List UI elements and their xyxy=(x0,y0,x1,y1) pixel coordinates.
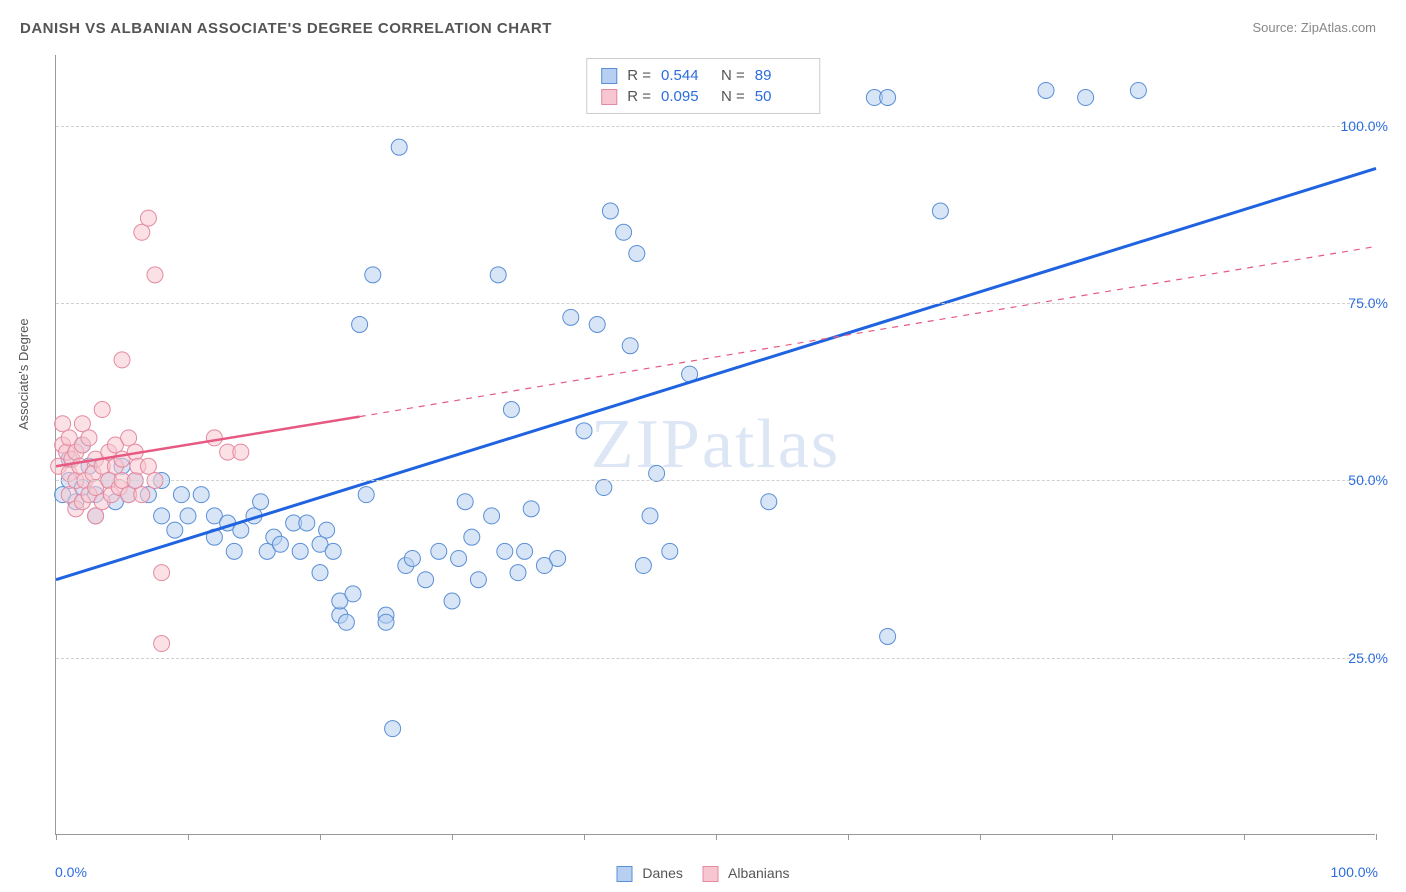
y-tick-label: 50.0% xyxy=(1348,472,1388,488)
y-axis-label: Associate's Degree xyxy=(16,318,31,430)
y-gridline xyxy=(56,126,1375,127)
stats-n-label: N = xyxy=(721,67,745,84)
stats-legend: R = 0.544 N = 89 R = 0.095 N = 50 xyxy=(586,58,820,114)
x-tick xyxy=(584,834,585,840)
stats-r-label: R = xyxy=(627,67,651,84)
legend-label-albanians: Albanians xyxy=(728,865,790,881)
swatch-albanians-icon xyxy=(601,89,617,105)
x-tick xyxy=(716,834,717,840)
y-tick-label: 25.0% xyxy=(1348,650,1388,666)
legend-label-danes: Danes xyxy=(642,865,682,881)
x-tick xyxy=(320,834,321,840)
stats-r-danes: 0.544 xyxy=(661,67,711,84)
y-gridline xyxy=(56,658,1375,659)
stats-n-danes: 89 xyxy=(755,67,805,84)
stats-row-danes: R = 0.544 N = 89 xyxy=(601,65,805,86)
swatch-danes-icon xyxy=(617,866,633,882)
x-tick xyxy=(848,834,849,840)
stats-n-albanians: 50 xyxy=(755,88,805,105)
y-tick-label: 75.0% xyxy=(1348,295,1388,311)
x-tick xyxy=(56,834,57,840)
swatch-albanians-icon xyxy=(703,866,719,882)
chart-title: DANISH VS ALBANIAN ASSOCIATE'S DEGREE CO… xyxy=(20,20,552,37)
source-label: Source: ZipAtlas.com xyxy=(1252,20,1376,35)
swatch-danes-icon xyxy=(601,68,617,84)
x-tick xyxy=(1112,834,1113,840)
y-tick-label: 100.0% xyxy=(1341,118,1388,134)
y-gridline xyxy=(56,303,1375,304)
x-tick xyxy=(1376,834,1377,840)
x-max-label: 100.0% xyxy=(1331,864,1378,880)
y-gridline xyxy=(56,480,1375,481)
legend-bottom: Danes Albanians xyxy=(617,865,790,882)
stats-row-albanians: R = 0.095 N = 50 xyxy=(601,86,805,107)
stats-n-label: N = xyxy=(721,88,745,105)
x-tick xyxy=(1244,834,1245,840)
plot-area: ZIPatlas xyxy=(55,55,1375,835)
stats-r-label: R = xyxy=(627,88,651,105)
x-tick xyxy=(452,834,453,840)
x-tick xyxy=(188,834,189,840)
legend-item-albanians: Albanians xyxy=(703,865,790,882)
x-min-label: 0.0% xyxy=(55,864,87,880)
chart-svg xyxy=(56,55,1375,834)
x-tick xyxy=(980,834,981,840)
legend-item-danes: Danes xyxy=(617,865,683,882)
stats-r-albanians: 0.095 xyxy=(661,88,711,105)
